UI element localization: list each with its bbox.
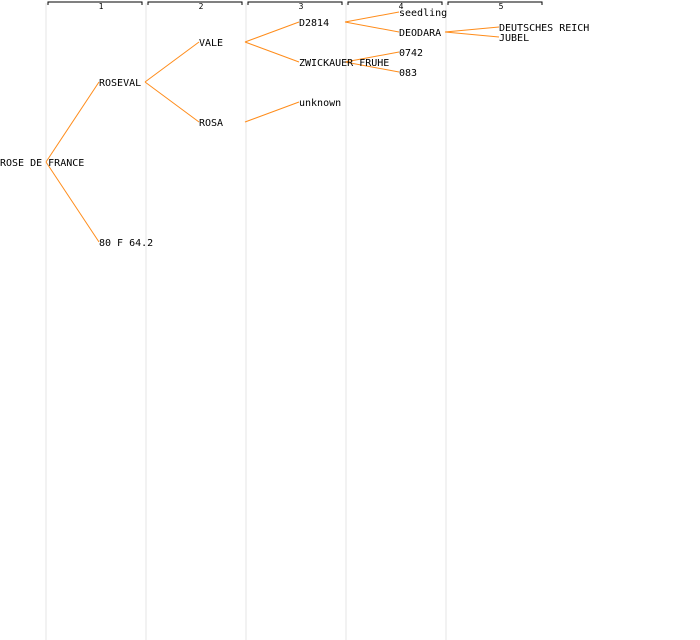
generation-bracket (247, 1, 343, 5)
pedigree-node[interactable]: VALE (199, 38, 223, 49)
pedigree-node[interactable]: ROSE DE FRANCE (0, 158, 84, 169)
parent-link (244, 21, 300, 43)
parent-link (344, 61, 400, 73)
generation-bracket (347, 1, 443, 5)
pedigree-node[interactable]: unknown (299, 98, 341, 109)
parent-link (344, 11, 400, 23)
parent-link (45, 161, 100, 243)
pedigree-node[interactable]: DEUTSCHES REICH (499, 23, 589, 34)
parent-link (444, 26, 500, 33)
pedigree-node[interactable]: DEODARA (399, 28, 441, 39)
parent-link (344, 21, 400, 33)
generation-label-1: 1 (99, 2, 104, 11)
pedigree-node[interactable]: JUBEL (499, 33, 529, 44)
pedigree-node[interactable]: 083 (399, 68, 417, 79)
parent-link (45, 81, 100, 163)
generation-label-4: 4 (399, 2, 404, 11)
parent-link (344, 51, 400, 63)
pedigree-node[interactable]: D2814 (299, 18, 329, 29)
generation-label-5: 5 (499, 2, 504, 11)
pedigree-node[interactable]: seedling (399, 8, 447, 19)
tree-nodes: ROSE DE FRANCE ROSEVAL VALE D2814 seedling DE… (0, 8, 589, 249)
pedigree-node[interactable]: ROSEVAL (99, 78, 141, 89)
generation-label-2: 2 (199, 2, 204, 11)
pedigree-node[interactable]: ROSA (199, 118, 223, 129)
generation-bracket (447, 1, 543, 5)
parent-link (244, 41, 300, 63)
parent-link (244, 101, 300, 123)
generation-bracket (47, 1, 143, 5)
pedigree-node[interactable]: 80 F 64.2 (99, 238, 153, 249)
pedigree-node[interactable]: ZWICKAUER FRUHE (299, 58, 389, 69)
parent-link (444, 31, 500, 38)
parent-link (144, 81, 200, 123)
generation-label-3: 3 (299, 2, 304, 11)
tree-edges (45, 11, 500, 243)
parent-link (144, 41, 200, 83)
generation-bracket (147, 1, 243, 5)
generation-columns (45, 1, 543, 640)
generation-headers: 1 2 3 4 5 (99, 2, 504, 11)
pedigree-node[interactable]: 0742 (399, 48, 423, 59)
